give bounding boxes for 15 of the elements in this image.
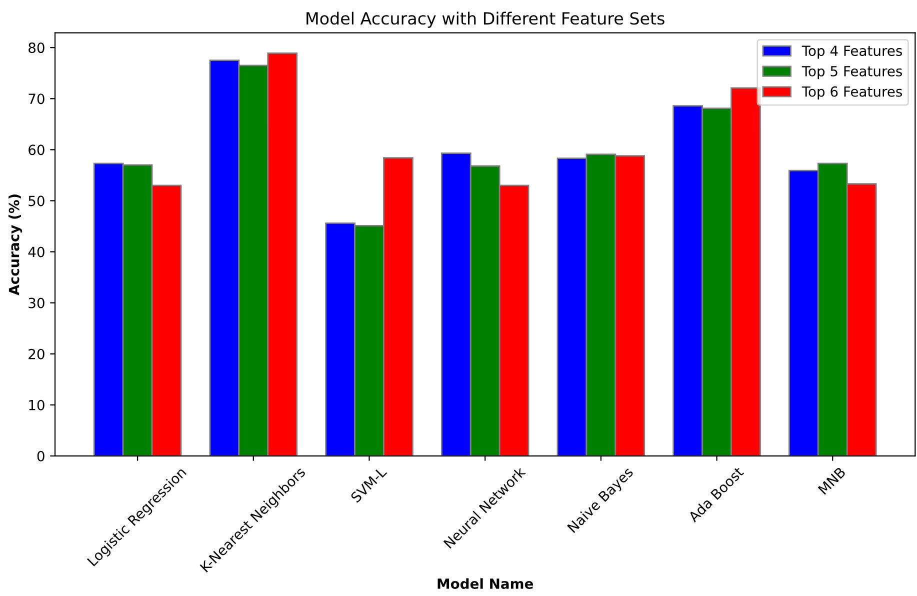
y-tick-label: 50 — [28, 196, 44, 206]
y-tick-label: 70 — [28, 94, 44, 104]
y-tick-label: 0 — [37, 450, 44, 462]
y-axis-title: Accuracy (%) — [8, 194, 22, 296]
y-tick-label: 10 — [29, 400, 44, 410]
legend-label: Top 6 Features — [802, 86, 902, 100]
x-axis-title: Model Name — [438, 578, 534, 589]
y-tick-label: 40 — [28, 246, 44, 258]
y-tick-label: 20 — [28, 348, 44, 360]
legend-label: Top 5 Features — [802, 66, 902, 80]
chart-title: Model Accuracy with Different Feature Sets — [306, 12, 664, 28]
y-tick-label: 60 — [28, 144, 44, 156]
y-tick-label: 30 — [28, 298, 44, 308]
legend-label: Top 4 Features — [802, 46, 902, 59]
y-tick-label: 80 — [28, 42, 44, 54]
